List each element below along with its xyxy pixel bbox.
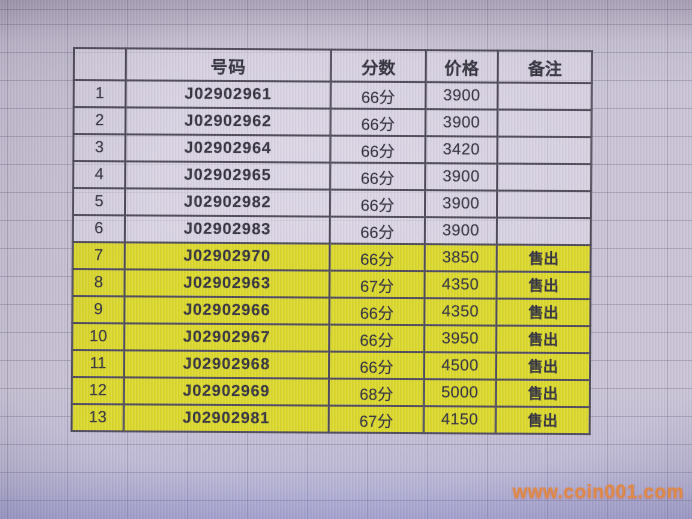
row-number-cell[interactable]: 8 [72, 269, 125, 297]
code-cell[interactable]: J02902982 [124, 188, 331, 217]
price-cell[interactable]: 3850 [424, 244, 497, 272]
table-row: 6 J02902983 66分 3900 [72, 215, 591, 246]
code-cell[interactable]: J02902961 [125, 80, 331, 109]
coin-price-table: 号码 分数 价格 备注 1 J02902961 66分 3900 2 J0290… [71, 47, 593, 435]
header-row: 号码 分数 价格 备注 [73, 48, 592, 84]
code-cell[interactable]: J02902967 [124, 323, 330, 352]
row-number-cell[interactable]: 4 [73, 161, 126, 189]
code-cell[interactable]: J02902963 [124, 269, 330, 298]
code-cell[interactable]: J02902964 [125, 134, 331, 163]
table-row: 13 J02902981 67分 4150 售出 [71, 403, 590, 435]
score-cell[interactable]: 66分 [330, 135, 426, 164]
table-row: 12 J02902969 68分 5000 售出 [71, 376, 590, 408]
note-cell[interactable] [497, 136, 592, 165]
score-cell[interactable]: 67分 [328, 405, 424, 434]
code-cell[interactable]: J02902983 [124, 215, 330, 244]
score-cell[interactable]: 66分 [328, 351, 425, 380]
row-number-cell[interactable]: 1 [73, 80, 126, 108]
price-cell[interactable]: 4350 [424, 298, 497, 326]
note-cell[interactable]: 售出 [495, 406, 590, 435]
table-row: 8 J02902963 67分 4350 售出 [72, 269, 591, 300]
table-row: 10 J02902967 66分 3950 售出 [72, 323, 591, 354]
watermark: www.coin001.com [512, 482, 684, 503]
note-cell[interactable]: 售出 [496, 298, 591, 327]
table-row: 1 J02902961 66分 3900 [73, 80, 592, 111]
price-cell[interactable]: 3900 [425, 163, 498, 191]
row-number-cell[interactable]: 9 [72, 296, 125, 324]
price-cell[interactable]: 3950 [424, 325, 497, 353]
note-cell[interactable] [496, 190, 592, 219]
table-row: 9 J02902966 66分 4350 售出 [72, 296, 591, 327]
note-cell[interactable]: 售出 [496, 325, 591, 354]
price-cell[interactable]: 4150 [423, 406, 496, 434]
code-cell[interactable]: J02902969 [123, 377, 329, 406]
row-number-cell[interactable]: 11 [71, 350, 125, 378]
score-cell[interactable]: 66分 [330, 108, 426, 137]
price-cell[interactable]: 3900 [424, 217, 497, 245]
score-cell[interactable]: 66分 [330, 81, 426, 110]
row-number-cell[interactable]: 3 [73, 134, 126, 162]
row-number-cell[interactable]: 7 [72, 242, 125, 270]
code-cell[interactable]: J02902965 [125, 161, 331, 190]
column-header-score[interactable]: 分数 [330, 49, 426, 83]
price-cell[interactable]: 4350 [424, 271, 497, 299]
column-header-note[interactable]: 备注 [497, 50, 592, 84]
note-cell[interactable] [496, 217, 591, 246]
note-cell[interactable]: 售出 [495, 379, 590, 408]
row-number-cell[interactable]: 6 [72, 215, 125, 243]
note-cell[interactable]: 售出 [496, 244, 591, 273]
score-cell[interactable]: 66分 [329, 189, 426, 218]
score-cell[interactable]: 68分 [328, 378, 424, 407]
column-header-code[interactable]: 号码 [125, 48, 331, 82]
code-cell[interactable]: J02902966 [124, 296, 330, 325]
row-number-cell[interactable]: 12 [71, 376, 124, 405]
price-cell[interactable]: 3420 [425, 136, 498, 164]
table-row: 4 J02902965 66分 3900 [73, 161, 592, 192]
table-row: 3 J02902964 66分 3420 [73, 134, 592, 165]
row-number-header-cell[interactable] [73, 48, 126, 81]
price-cell[interactable]: 5000 [423, 379, 496, 407]
table-row: 5 J02902982 66分 3900 [72, 188, 592, 219]
price-cell[interactable]: 4500 [423, 352, 497, 380]
note-cell[interactable]: 售出 [495, 352, 591, 381]
column-header-price[interactable]: 价格 [425, 50, 498, 83]
table-row: 7 J02902970 66分 3850 售出 [72, 242, 591, 273]
table-row: 2 J02902962 66分 3900 [73, 107, 592, 138]
note-cell[interactable] [497, 82, 592, 111]
code-cell[interactable]: J02902970 [124, 242, 330, 271]
row-number-cell[interactable]: 2 [73, 107, 126, 135]
code-cell[interactable]: J02902962 [125, 107, 331, 136]
note-cell[interactable] [497, 163, 592, 192]
row-number-cell[interactable]: 5 [72, 188, 126, 216]
score-cell[interactable]: 66分 [329, 243, 425, 272]
row-number-cell[interactable]: 10 [72, 323, 125, 351]
code-cell[interactable]: J02902981 [123, 404, 329, 433]
price-cell[interactable]: 3900 [425, 82, 498, 110]
score-cell[interactable]: 66分 [329, 216, 425, 245]
price-cell[interactable]: 3900 [425, 109, 498, 137]
code-cell[interactable]: J02902968 [123, 350, 330, 379]
score-cell[interactable]: 66分 [329, 297, 425, 326]
row-number-cell[interactable]: 13 [71, 403, 124, 432]
price-cell[interactable]: 3900 [424, 190, 498, 218]
score-cell[interactable]: 67分 [329, 270, 425, 299]
score-cell[interactable]: 66分 [329, 324, 425, 353]
note-cell[interactable]: 售出 [496, 271, 591, 300]
note-cell[interactable] [497, 109, 592, 138]
score-cell[interactable]: 66分 [330, 162, 426, 191]
table-row: 11 J02902968 66分 4500 售出 [71, 350, 591, 381]
